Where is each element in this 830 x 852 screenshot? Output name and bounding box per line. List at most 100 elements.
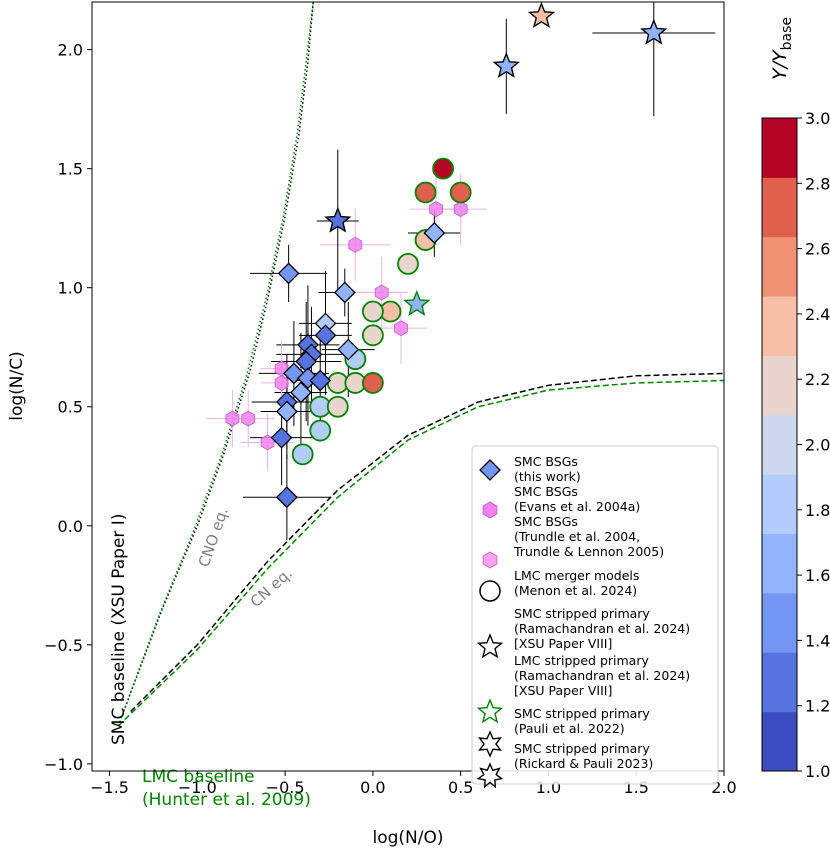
colorbar-segment bbox=[762, 474, 797, 535]
legend-label: (Menon et al. 2024) bbox=[514, 583, 637, 598]
legend-label: (Trundle et al. 2004, bbox=[514, 529, 640, 544]
legend-label: (Evans et al. 2004a) bbox=[514, 499, 640, 514]
x-tick-label: 0.5 bbox=[448, 778, 473, 797]
legend-item: SMC BSGs(this work) bbox=[479, 454, 581, 484]
x-tick-label: −1.5 bbox=[90, 778, 129, 797]
legend-label: [XSU Paper VIII] bbox=[514, 636, 612, 651]
y-tick-label: 1.0 bbox=[58, 279, 83, 298]
y-tick-label: 0.5 bbox=[58, 398, 83, 417]
colorbar-segment bbox=[762, 296, 797, 356]
legend-label: (Ramachandran et al. 2024) bbox=[514, 621, 690, 636]
legend-label: (this work) bbox=[514, 469, 581, 484]
legend-item: LMC merger models(Menon et al. 2024) bbox=[479, 568, 639, 602]
colorbar-segment bbox=[762, 533, 797, 594]
legend-item: SMC stripped primary(Rickard & Pauli 202… bbox=[476, 741, 653, 789]
merger-model-point bbox=[361, 324, 384, 347]
colorbar-tick-label: 1.8 bbox=[805, 501, 830, 520]
lmc-baseline-label-line1: LMC baseline bbox=[142, 767, 255, 787]
lmc-baseline-label-line2: (Hunter et al. 2009) bbox=[142, 790, 311, 810]
colorbar-tick-label: 2.4 bbox=[805, 305, 830, 324]
plot-frame bbox=[91, 1, 725, 772]
y-tick-label: 2.0 bbox=[58, 41, 83, 60]
legend-item: SMC BSGs(Evans et al. 2004a) bbox=[482, 484, 640, 519]
legend-label: LMC merger models bbox=[514, 568, 639, 583]
colorbar-tick-label: 2.6 bbox=[805, 240, 830, 259]
colorbar-segment bbox=[762, 652, 797, 713]
stripped-primary-point bbox=[527, 2, 556, 28]
hexagon-point bbox=[225, 410, 240, 427]
legend-star-icon bbox=[476, 698, 504, 724]
y-tick-label: −0.5 bbox=[44, 636, 83, 655]
legend-label: SMC stripped primary bbox=[514, 706, 650, 721]
bsg-point bbox=[270, 426, 293, 449]
stripped-primary-point bbox=[403, 289, 431, 316]
merger-model-point bbox=[449, 181, 472, 204]
merger-model-point bbox=[326, 395, 349, 418]
bsg-point bbox=[309, 369, 332, 392]
legend-label: SMC stripped primary bbox=[514, 741, 650, 756]
y-tick-label: 0.0 bbox=[58, 517, 83, 536]
bsg-point bbox=[337, 338, 360, 361]
x-tick-label: −0.5 bbox=[266, 778, 305, 797]
colorbar-tick-label: 1.2 bbox=[805, 697, 830, 716]
legend-star-icon bbox=[476, 762, 504, 789]
cno-eq-lmc-curve bbox=[117, 2, 314, 727]
legend-box bbox=[471, 445, 719, 785]
merger-model-point bbox=[432, 157, 455, 180]
bsg-point bbox=[289, 381, 312, 404]
cn-eq-lmc-curve bbox=[117, 379, 724, 727]
colorbar-segment bbox=[762, 355, 797, 416]
hexagon-point bbox=[348, 236, 363, 253]
legend-circle-icon bbox=[479, 580, 501, 602]
colorbar-tick-label: 1.6 bbox=[805, 566, 830, 585]
colorbar-segment bbox=[762, 711, 797, 772]
bsg-point bbox=[275, 400, 298, 423]
legend-star-icon bbox=[476, 633, 504, 659]
legend-label: (Pauli et al. 2022) bbox=[514, 721, 625, 736]
legend-item: SMC stripped primary(Ramachandran et al.… bbox=[476, 606, 690, 659]
merger-model-point bbox=[291, 443, 314, 466]
bsg-point bbox=[277, 262, 300, 285]
colorbar-label: Y/Ybase bbox=[769, 17, 795, 80]
merger-model-point bbox=[397, 252, 419, 275]
colorbar-segment bbox=[762, 118, 797, 178]
hexagon-point bbox=[453, 201, 468, 218]
colorbar-tick-label: 2.8 bbox=[805, 174, 830, 193]
legend-item: SMC stripped primary(Pauli et al. 2022) bbox=[478, 706, 650, 758]
bsg-point bbox=[423, 222, 446, 244]
legend-label: (Rickard & Pauli 2023) bbox=[514, 756, 653, 771]
equilibrium-curves bbox=[117, 2, 724, 727]
colorbar: 1.0 1.2 1.4 1.6 1.8 2.0 2.2 2.4 2.6 2.8 3.0 Y/Ybase bbox=[761, 17, 830, 781]
merger-model-point bbox=[361, 372, 384, 394]
bsg-point bbox=[333, 281, 356, 304]
stripped-primary-point bbox=[640, 18, 668, 45]
y-tick-label: −1.0 bbox=[44, 755, 83, 774]
colorbar-tick-label: 2.2 bbox=[805, 370, 830, 389]
legend-label: (Ramachandran et al. 2024) bbox=[514, 668, 690, 683]
colorbar-segment bbox=[762, 592, 797, 653]
axes: −1.5 −1.0 −0.5 0.0 0.5 1.0 1.5 2.0 −1.0 −0.5 0.0 0.… bbox=[7, 1, 737, 848]
hexagon-point bbox=[394, 320, 408, 337]
colorbar-segment bbox=[762, 414, 797, 475]
colorbar-segment bbox=[762, 177, 797, 238]
colorbar-segment bbox=[762, 236, 797, 297]
bsg-point bbox=[314, 324, 337, 347]
hexagon-point bbox=[374, 284, 389, 301]
legend-item: LMC stripped primary(Ramachandran et al.… bbox=[476, 653, 690, 724]
legend-label: SMC BSGs bbox=[514, 454, 578, 469]
colorbar-tick-label: 3.0 bbox=[805, 109, 830, 128]
hexagon-point bbox=[274, 374, 289, 391]
legend-diamond-icon bbox=[479, 459, 501, 481]
legend-label: SMC BSGs bbox=[514, 514, 578, 529]
colorbar-tick-label: 1.0 bbox=[805, 762, 830, 781]
legend-star-icon bbox=[478, 730, 502, 758]
stripped-primary-point bbox=[492, 51, 520, 78]
hexagon-point bbox=[429, 201, 443, 218]
legend-label: SMC BSGs bbox=[514, 484, 578, 499]
smc-baseline-label: SMC baseline (XSU Paper I) bbox=[109, 514, 129, 745]
hexagon-point bbox=[241, 410, 256, 427]
legend-hexagon-icon bbox=[482, 501, 498, 519]
legend-item: SMC BSGs(Trundle et al. 2004,Trundle & L… bbox=[482, 514, 664, 569]
legend: SMC BSGs(this work)SMC BSGs(Evans et al.… bbox=[471, 445, 719, 789]
cno-eq-smc-curve bbox=[122, 2, 314, 712]
